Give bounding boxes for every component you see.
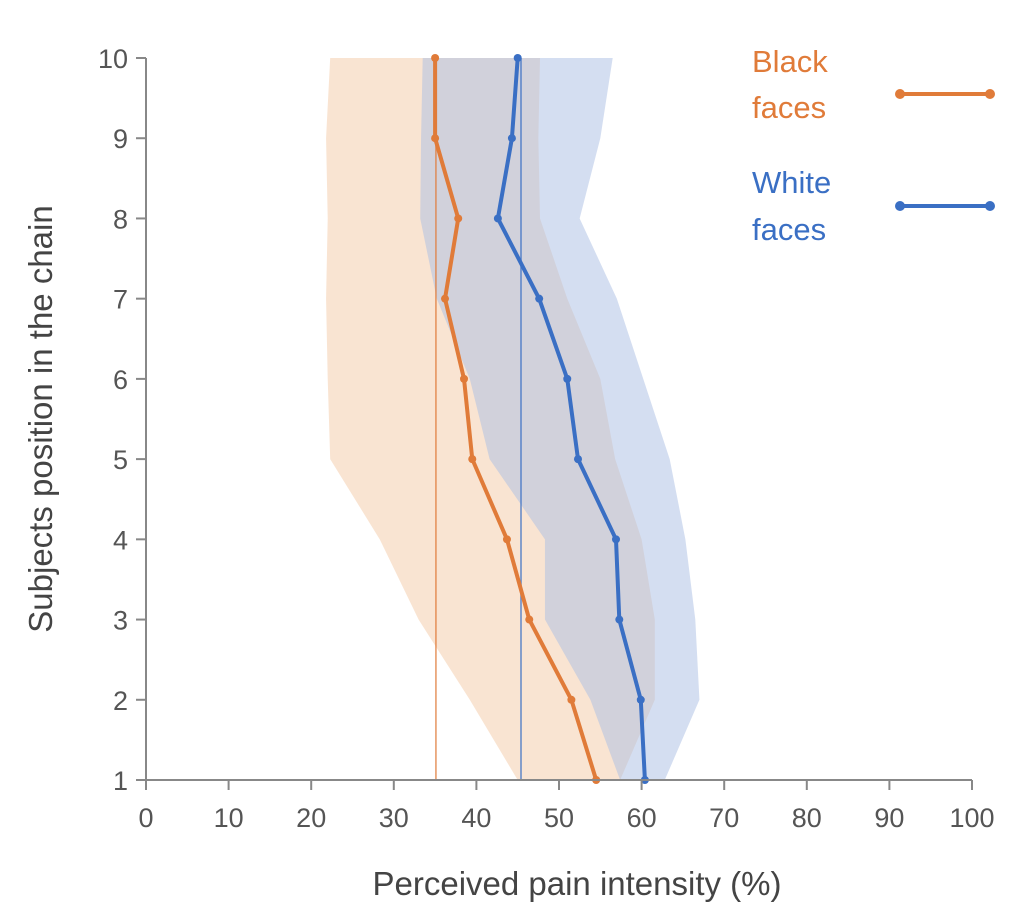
- legend-marker: [985, 201, 995, 211]
- y-tick-label: 5: [113, 445, 128, 475]
- point-black: [431, 54, 440, 62]
- y-tick-label: 6: [113, 365, 128, 395]
- x-tick-label: 20: [296, 803, 326, 833]
- legend-marker: [895, 89, 905, 99]
- point-white: [535, 294, 544, 303]
- point-black: [460, 374, 469, 383]
- x-tick-label: 10: [214, 803, 244, 833]
- x-tick-label: 80: [792, 803, 822, 833]
- point-white: [513, 54, 522, 62]
- legend-label-black: faces: [752, 90, 826, 125]
- x-tick-label: 50: [544, 803, 574, 833]
- y-tick-label: 9: [113, 124, 128, 154]
- y-ticks: 1 2 3 4 5 6 7 8 9 10: [98, 44, 146, 796]
- point-white: [573, 455, 582, 464]
- x-axis-title: Perceived pain intensity (%): [372, 865, 781, 902]
- point-black: [454, 214, 463, 223]
- reference-lines: [435, 58, 522, 780]
- point-white: [563, 374, 572, 383]
- y-tick-label: 7: [113, 285, 128, 315]
- legend: Black faces White faces: [752, 44, 995, 247]
- point-black: [525, 615, 534, 624]
- point-black: [502, 535, 511, 544]
- x-tick-label: 30: [379, 803, 409, 833]
- series-line-black: [433, 58, 599, 781]
- y-tick-label: 10: [98, 44, 128, 74]
- x-ticks: 0 10 20 30 40 50 60 70 80 90 100: [138, 780, 995, 833]
- x-tick-label: 60: [627, 803, 657, 833]
- legend-marker: [985, 89, 995, 99]
- point-white: [493, 214, 502, 223]
- y-tick-label: 3: [113, 606, 128, 636]
- band-white: [420, 58, 700, 780]
- legend-label-white: faces: [752, 212, 826, 247]
- point-black: [431, 134, 440, 143]
- point-white: [615, 615, 624, 624]
- y-tick-label: 1: [113, 766, 128, 796]
- y-tick-label: 2: [113, 686, 128, 716]
- point-black: [567, 695, 576, 704]
- legend-marker: [895, 201, 905, 211]
- point-black: [468, 455, 477, 464]
- legend-label-black: Black: [752, 44, 828, 79]
- x-tick-label: 90: [874, 803, 904, 833]
- point-white: [611, 535, 620, 544]
- y-axis-title: Subjects position in the chain: [22, 205, 59, 632]
- point-white: [636, 695, 645, 704]
- point-black: [441, 294, 450, 303]
- y-tick-label: 4: [113, 525, 128, 555]
- y-tick-label: 8: [113, 204, 128, 234]
- confidence-bands: [326, 58, 700, 780]
- point-white: [507, 134, 516, 143]
- series-line-white: [495, 57, 647, 781]
- x-tick-label: 0: [138, 803, 153, 833]
- x-tick-label: 70: [709, 803, 739, 833]
- x-tick-label: 40: [461, 803, 491, 833]
- x-tick-label: 100: [949, 803, 994, 833]
- legend-label-white: White: [752, 165, 831, 200]
